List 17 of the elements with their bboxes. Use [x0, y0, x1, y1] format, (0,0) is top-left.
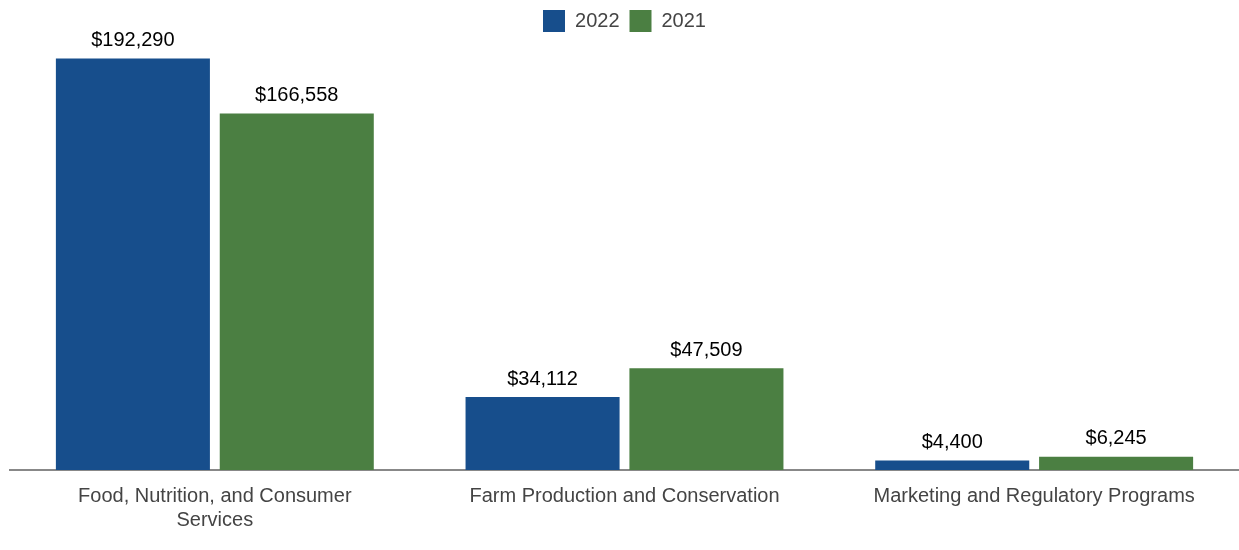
data-label: $4,400	[921, 430, 983, 453]
x-tick-label: Food, Nutrition, and Consumer Services	[78, 483, 352, 530]
bar	[55, 58, 210, 470]
bar	[219, 113, 374, 470]
x-tick-label: Marketing and Regulatory Programs	[873, 483, 1195, 506]
bar	[875, 460, 1030, 470]
data-label: $34,112	[507, 366, 578, 389]
data-label: $166,558	[255, 83, 339, 106]
legend-label: 2021	[661, 8, 706, 31]
x-tick-label: Farm Production and Conservation	[469, 483, 780, 506]
bar	[465, 397, 620, 470]
data-label: $192,290	[91, 28, 175, 51]
data-label: $6,245	[1085, 426, 1147, 449]
bar	[629, 368, 784, 470]
legend-label: 2022	[575, 8, 620, 31]
data-label: $47,509	[670, 337, 743, 360]
bar	[1039, 456, 1194, 470]
